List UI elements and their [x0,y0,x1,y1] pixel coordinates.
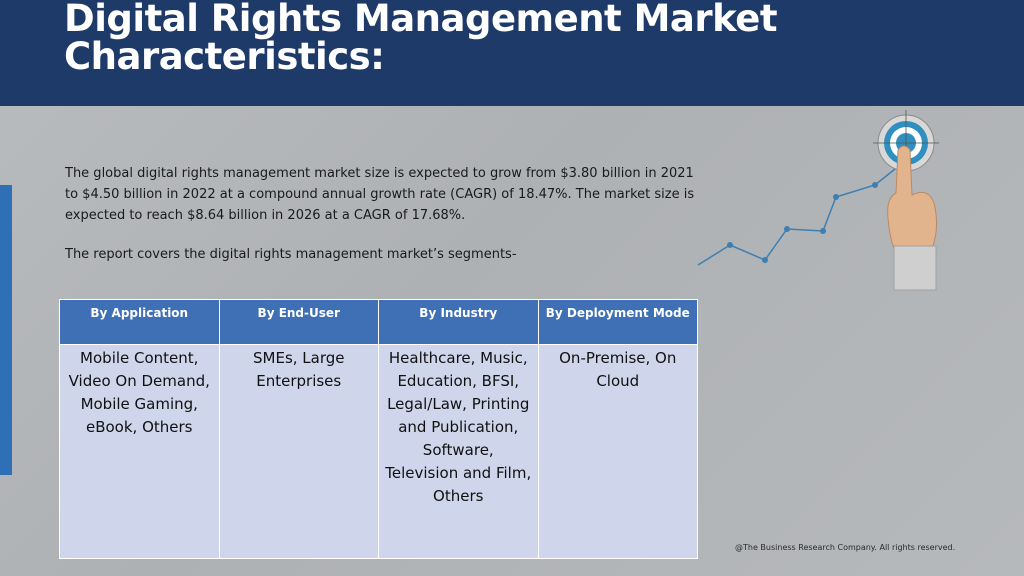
header-by-industry: By Industry [378,299,539,345]
header-by-end-user: By End-User [218,299,379,345]
page-title-line1: Digital Rights Management Market [64,0,778,40]
title-bar: Digital Rights Management Market Charact… [0,0,1024,106]
cell-deployment-mode: On-Premise, On Cloud [537,344,698,559]
segments-intro: The report covers the digital rights man… [65,247,517,262]
intro-text: The global digital rights management mar… [65,163,705,265]
copyright-footer: @The Business Research Company. All righ… [735,543,956,552]
cell-application: Mobile Content, Video On Demand, Mobile … [59,344,220,559]
cell-industry: Healthcare, Music, Education, BFSI, Lega… [378,344,539,559]
page-title: Digital Rights Management Market Charact… [64,0,864,76]
table-row: Mobile Content, Video On Demand, Mobile … [59,344,698,559]
table-header-row: By Application By End-User By Industry B… [59,299,698,345]
market-size-paragraph: The global digital rights management mar… [65,166,695,223]
cell-end-user: SMEs, Large Enterprises [218,344,379,559]
target-icon [873,110,939,176]
segments-table: By Application By End-User By Industry B… [59,299,698,559]
page-title-line2: Characteristics: [64,35,385,78]
header-by-application: By Application [59,299,220,345]
pointing-hand-icon [887,145,938,291]
growth-chart-icon [697,164,901,266]
header-by-deployment-mode: By Deployment Mode [537,299,698,345]
left-accent-bar [0,185,12,475]
growth-graphic [697,110,939,291]
